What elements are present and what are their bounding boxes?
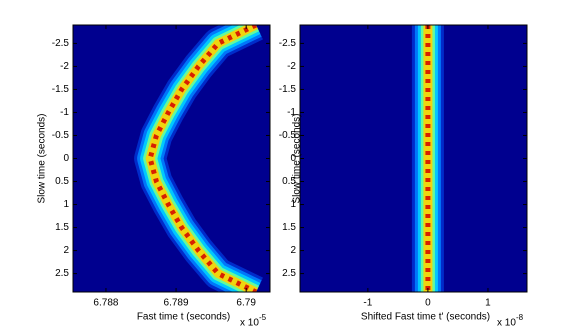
x-tick-label: 6.79 [236,298,256,309]
x-tick-label: -1 [363,298,372,309]
y-tick-label: -1 [287,107,296,118]
heatmap-background [73,25,270,292]
x-scale-exponent: -5 [259,313,267,322]
y-tick-label: -2 [287,61,296,72]
y-tick-label: 1.5 [55,222,69,233]
y-tick-label: -1 [60,107,69,118]
y-tick-label: 2 [63,245,69,256]
x-scale-base: x 10 [240,318,259,329]
x-tick-label: 0 [425,298,431,309]
y-tick-label: -0.5 [52,130,70,141]
y-tick-label: 1 [290,199,296,210]
y-tick-label: 2.5 [282,268,296,279]
heatmap-panel: 6.788 6.789 6.79 -2.5 -2 -1.5 -1 -0.5 0 0.5 1 1.5 2 2… [37,24,271,329]
x-scale-base: x 10 [497,318,516,329]
heatmap-image [134,25,263,292]
y-tick-label: 2 [290,245,296,256]
x-tick-label: 1 [485,298,491,309]
y-tick-label: 0 [63,153,69,164]
heatmap-ridge [147,25,258,292]
y-tick-label: -2.5 [52,38,70,49]
x-axis-label: Fast time t (seconds) [137,312,230,323]
y-tick-label: 0 [290,153,296,164]
y-tick-label: 2.5 [55,268,69,279]
x-scale-exponent: -8 [516,313,524,322]
y-tick-label: -0.5 [279,130,297,141]
x-axis-label: Shifted Fast time t' (seconds) [361,312,490,323]
y-tick-label: -1.5 [52,84,70,95]
y-tick-label: -1.5 [279,84,297,95]
y-tick-label: 1.5 [282,222,296,233]
y-tick-label: 1 [63,199,69,210]
x-tick-label: 6.788 [93,298,118,309]
y-axis-label: Slow time (seconds) [292,113,303,203]
y-tick-label: 0.5 [55,176,69,187]
x-tick-label: 6.789 [164,298,189,309]
heatmap-panel: -1 0 1 -2.5 -2 -1.5 -1 -0.5 0 0.5 1 1.5 2 2.5 Shifted … [279,24,528,329]
y-tick-label: 0.5 [282,176,296,187]
y-tick-label: -2.5 [279,38,297,49]
y-axis-label: Slow time (seconds) [37,113,48,203]
y-tick-label: -2 [60,61,69,72]
